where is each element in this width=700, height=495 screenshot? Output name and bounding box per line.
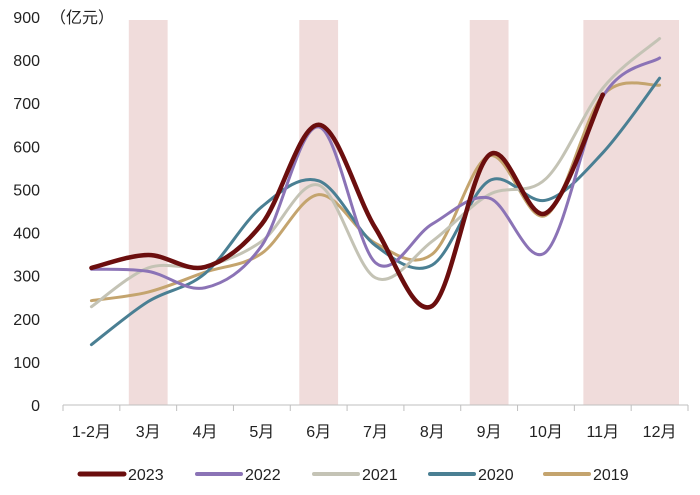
highlight-band-2 — [469, 20, 509, 405]
highlight-band-3 — [583, 20, 679, 405]
highlight-band-1 — [299, 20, 339, 405]
x-tick-label: 1-2月 — [72, 424, 111, 441]
x-tick-label: 11月 — [586, 424, 619, 441]
x-tick-label: 9月 — [477, 424, 502, 441]
legend-label-2019: 2019 — [593, 467, 629, 484]
x-tick-label: 5月 — [249, 424, 274, 441]
highlight-bands — [128, 20, 679, 405]
y-tick-label: 200 — [13, 312, 40, 329]
x-tick-label: 7月 — [363, 424, 388, 441]
y-axis-unit-label: （亿元） — [50, 8, 114, 27]
x-tick-label: 6月 — [306, 424, 331, 441]
y-tick-label: 300 — [13, 269, 40, 286]
y-tick-label: 600 — [13, 139, 40, 156]
y-tick-label: 400 — [13, 226, 40, 243]
series-line-2023 — [89, 92, 606, 310]
y-tick-label: 700 — [13, 96, 40, 113]
series-line-2020 — [89, 76, 662, 347]
y-tick-label: 500 — [13, 182, 40, 199]
x-axis-ticks: 1-2月 3月 4月 5月 6月 7月 8月 9月 10月 11月 12月 — [62, 405, 689, 441]
series-line-2019 — [89, 81, 662, 303]
series-lines — [89, 37, 662, 347]
x-tick-label: 4月 — [193, 424, 218, 441]
series-line-2021 — [89, 37, 662, 309]
series-line-2022 — [89, 56, 662, 290]
legend-label-2023: 2023 — [128, 467, 164, 484]
x-tick-label: 10月 — [529, 424, 563, 441]
y-tick-label: 100 — [13, 355, 40, 372]
legend: 2023 2022 2021 2020 2019 — [77, 467, 629, 484]
legend-label-2020: 2020 — [478, 467, 514, 484]
legend-label-2022: 2022 — [245, 467, 281, 484]
legend-label-2021: 2021 — [362, 467, 398, 484]
y-tick-label: 900 — [13, 10, 40, 27]
highlight-band-0 — [128, 20, 168, 405]
x-tick-label: 8月 — [420, 424, 445, 441]
y-axis-ticks: 0 100 200 300 400 500 600 700 800 900 — [13, 10, 40, 415]
x-tick-label: 12月 — [643, 424, 677, 441]
x-tick-label: 3月 — [136, 424, 161, 441]
y-tick-label: 800 — [13, 53, 40, 70]
y-tick-label: 0 — [31, 398, 40, 415]
